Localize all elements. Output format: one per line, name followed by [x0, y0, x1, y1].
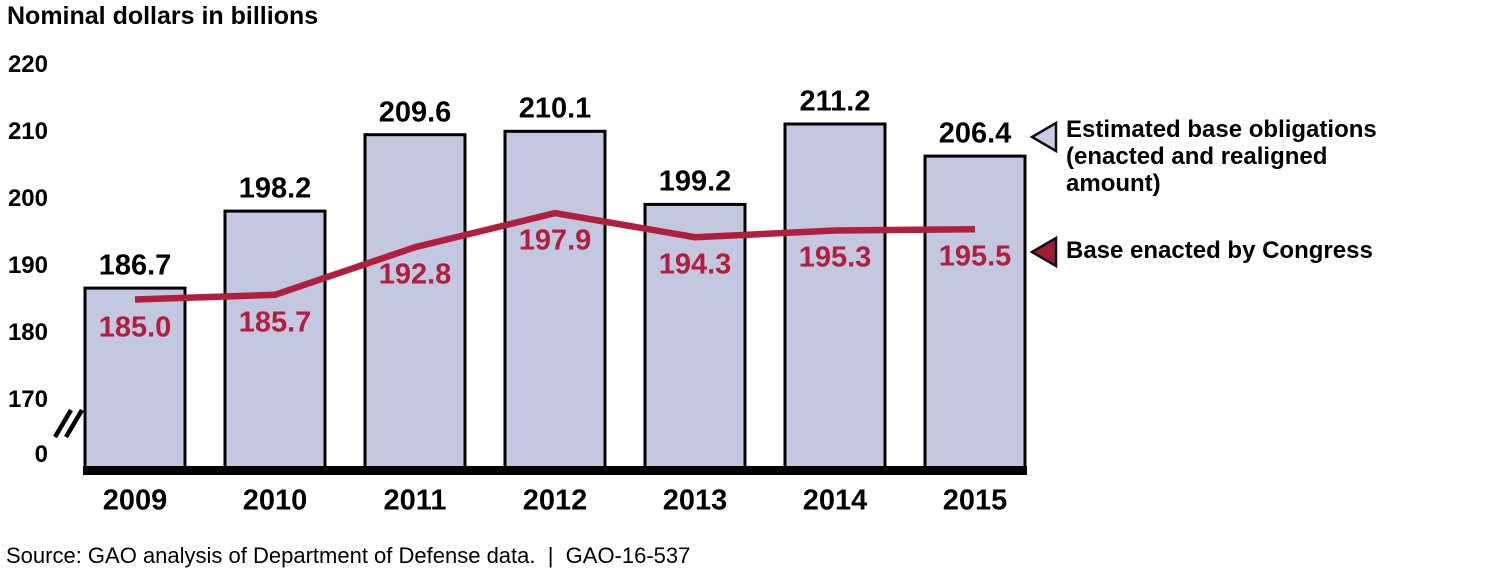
bar-2011	[363, 133, 467, 470]
axis-break-icon	[64, 408, 84, 439]
base-enacted-by-congress-label: Base enacted by Congress	[1066, 237, 1373, 264]
legend-line-1: Estimated base obligations	[1066, 116, 1377, 143]
chart-title: Nominal dollars in billions	[7, 2, 319, 30]
base-enacted-by-congress-marker-icon	[1030, 236, 1058, 268]
estimated-base-obligations-marker-icon	[1030, 121, 1058, 153]
legend-line-3: amount)	[1066, 170, 1161, 197]
estimated-base-obligations-label: Estimated base obligations (enacted and …	[1066, 116, 1377, 197]
base-enacted-line	[134, 209, 976, 303]
axis-break-icon	[53, 408, 73, 439]
bar-2015	[923, 154, 1027, 470]
legend-line-1: Base enacted by Congress	[1066, 237, 1373, 264]
bar-2009	[83, 286, 187, 470]
source-note: Source: GAO analysis of Department of De…	[6, 543, 691, 568]
legend-line-2: (enacted and realigned	[1066, 143, 1328, 170]
bar-2010	[223, 209, 327, 470]
x-axis-baseline	[83, 466, 1027, 475]
